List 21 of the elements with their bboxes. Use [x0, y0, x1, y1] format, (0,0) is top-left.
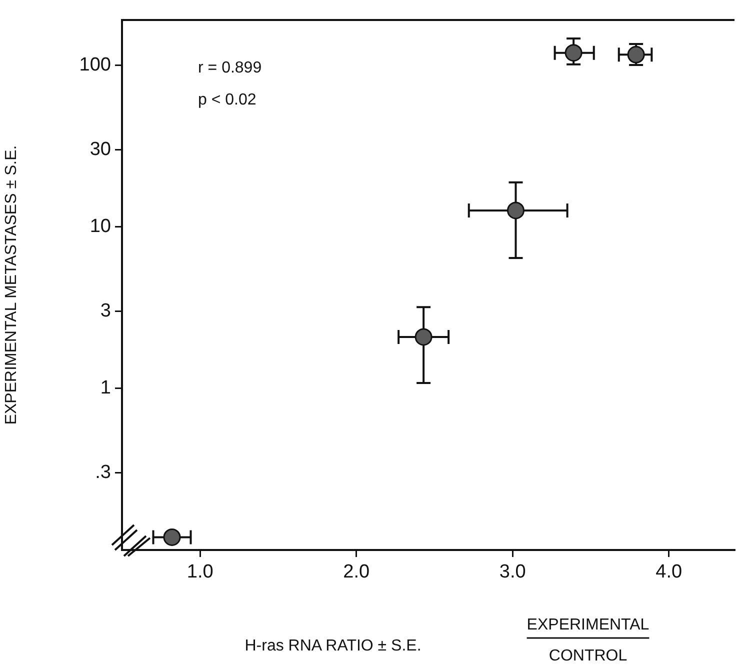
point [507, 202, 524, 220]
annotation: r = 0.899 [198, 59, 262, 76]
x-axis-title: H-ras RNA RATIO ± S.E. [244, 637, 422, 654]
point [414, 328, 432, 346]
x-tick-label: 1.0 [186, 562, 214, 583]
annotation: p < 0.02 [198, 91, 256, 108]
x-tick-label: 4.0 [656, 562, 682, 583]
x-tick-label: 2.0 [343, 562, 370, 583]
y-tick-label: 1 [100, 378, 111, 399]
point [564, 44, 582, 62]
y-tick-label: 100 [79, 54, 111, 76]
text: CONTROL [548, 647, 628, 664]
y-tick-label: 30 [90, 138, 111, 160]
point [627, 46, 645, 64]
y-tick-label: .3 [95, 462, 111, 484]
y-axis-title: EXPERIMENTAL METASTASES ± S.E. [3, 145, 20, 425]
point [163, 528, 181, 546]
y-tick-label: 3 [100, 300, 111, 322]
text: EXPERIMENTAL [526, 616, 650, 634]
x-tick-label: 3.0 [499, 562, 526, 583]
y-tick-label: 10 [90, 216, 111, 237]
